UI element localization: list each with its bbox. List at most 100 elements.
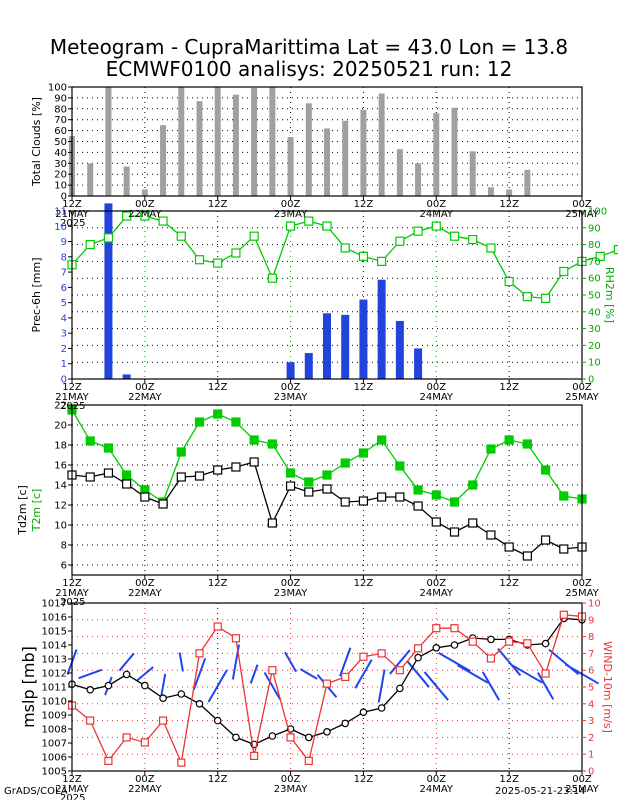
t2m-point <box>540 465 551 475</box>
cloud-bar <box>178 87 185 196</box>
td2m-point <box>231 462 241 472</box>
td2m-point <box>395 492 405 502</box>
td2m-point <box>85 472 95 482</box>
cloud-bar <box>469 151 476 196</box>
t2m-axis-label: T2m [c] <box>30 489 43 533</box>
y-tick-label: 3 <box>61 329 67 340</box>
td2m-point <box>468 518 478 528</box>
mslp-point <box>159 694 167 703</box>
time-tick-label: 00Z <box>135 578 155 589</box>
date-tick-label: 21MAY <box>55 784 89 795</box>
y2-tick-label: 70 <box>588 257 601 268</box>
wind-barb <box>457 664 489 684</box>
y-tick-label: 1016 <box>42 613 67 624</box>
precip-bar <box>414 348 423 379</box>
y-tick-label: 90 <box>54 93 67 104</box>
cloud-bar <box>160 125 167 196</box>
y2-tick-label: 60 <box>588 274 601 285</box>
date-tick-label: 25MAY <box>565 588 599 599</box>
t2m-point <box>267 439 277 449</box>
wind-barb <box>354 659 373 689</box>
time-tick-label: 00Z <box>572 382 592 393</box>
rh-point <box>285 221 296 231</box>
td2m-point <box>322 484 332 494</box>
cloud-bar <box>232 94 239 196</box>
t2m-point <box>231 417 241 427</box>
wind-barb <box>497 647 522 677</box>
time-tick-label: 12Z <box>354 382 374 393</box>
date-tick-label: 21MAY <box>55 209 89 220</box>
y2-tick-label: 3 <box>588 716 594 727</box>
rh-point <box>176 231 186 241</box>
td2m-point <box>504 542 514 552</box>
wind-barb <box>537 672 555 700</box>
wind-point <box>359 652 368 661</box>
y-tick-label: 1014 <box>42 641 67 652</box>
wind-barb <box>339 647 352 677</box>
panel-frame <box>71 404 583 576</box>
time-tick-label: 12Z <box>499 199 519 210</box>
rh-point <box>431 221 441 231</box>
t2m-point <box>431 490 441 500</box>
y-tick-label: 6 <box>61 283 67 294</box>
rh-point <box>340 243 350 253</box>
rh-point <box>267 273 277 283</box>
wind-point <box>341 672 350 682</box>
wind-axis-label: WIND-10m [m/s] <box>601 641 614 733</box>
td2m-point <box>176 472 186 482</box>
y-tick-label: 1 <box>61 359 67 370</box>
year-label: 2025 <box>60 597 85 608</box>
mslp-point <box>177 690 186 698</box>
time-tick-label: 12Z <box>62 199 82 210</box>
mslp-point <box>396 684 404 693</box>
y-tick-label: 10 <box>54 222 67 233</box>
cloud-bar <box>214 87 221 196</box>
y-tick-label: 12 <box>54 501 67 512</box>
y2-tick-label: 50 <box>588 291 601 302</box>
y-tick-label: 1015 <box>42 627 67 638</box>
mslp-point <box>122 670 131 679</box>
t2m-point <box>85 436 95 446</box>
y-tick-label: 1017 <box>42 599 67 610</box>
cloud-bar <box>487 187 494 196</box>
wind-point <box>432 624 441 633</box>
td2m-point <box>304 487 314 497</box>
cloud-bar <box>141 189 148 196</box>
precip-bar <box>323 313 331 379</box>
chart-title: Meteogram - CupraMarittima Lat = 43.0 Lo… <box>0 36 618 80</box>
cloud-bar <box>269 87 276 196</box>
td2m-point <box>194 471 205 481</box>
date-tick-label: 25MAY <box>565 784 599 795</box>
time-tick-label: 00Z <box>572 578 592 589</box>
wind-point <box>86 716 95 725</box>
td2m-point <box>267 518 277 528</box>
rh-point <box>140 211 150 221</box>
time-tick-label: 00Z <box>426 199 446 210</box>
y-tick-label: 1013 <box>42 655 67 666</box>
y-tick-label: 20 <box>54 421 67 432</box>
date-tick-label: 23MAY <box>274 588 308 599</box>
wind-point <box>541 669 550 678</box>
t2m-point <box>322 470 332 480</box>
rh-point <box>158 216 168 226</box>
y-tick-label: 9 <box>61 237 67 248</box>
wind-barb <box>481 671 500 701</box>
wind-point <box>177 758 186 767</box>
time-tick-label: 12Z <box>499 774 519 785</box>
wind-point <box>122 733 131 742</box>
cloud-bar <box>324 128 330 196</box>
y-tick-label: 1009 <box>42 711 67 722</box>
time-tick-label: 12Z <box>354 774 374 785</box>
rh-point <box>449 231 460 241</box>
y-tick-label: 8 <box>61 541 67 552</box>
y-tick-label: 0 <box>61 192 67 203</box>
credit-label: GrADS/COLA <box>4 786 68 797</box>
grid-layer <box>72 87 582 771</box>
precip-bar <box>304 353 313 379</box>
time-tick-label: 12Z <box>499 578 519 589</box>
time-tick-label: 00Z <box>281 382 301 393</box>
y2-tick-label: 2 <box>588 733 594 744</box>
rh-axis-label: RH2m [%] <box>603 267 616 323</box>
y2-tick-label: 0 <box>588 375 594 386</box>
rh-point <box>413 226 423 236</box>
